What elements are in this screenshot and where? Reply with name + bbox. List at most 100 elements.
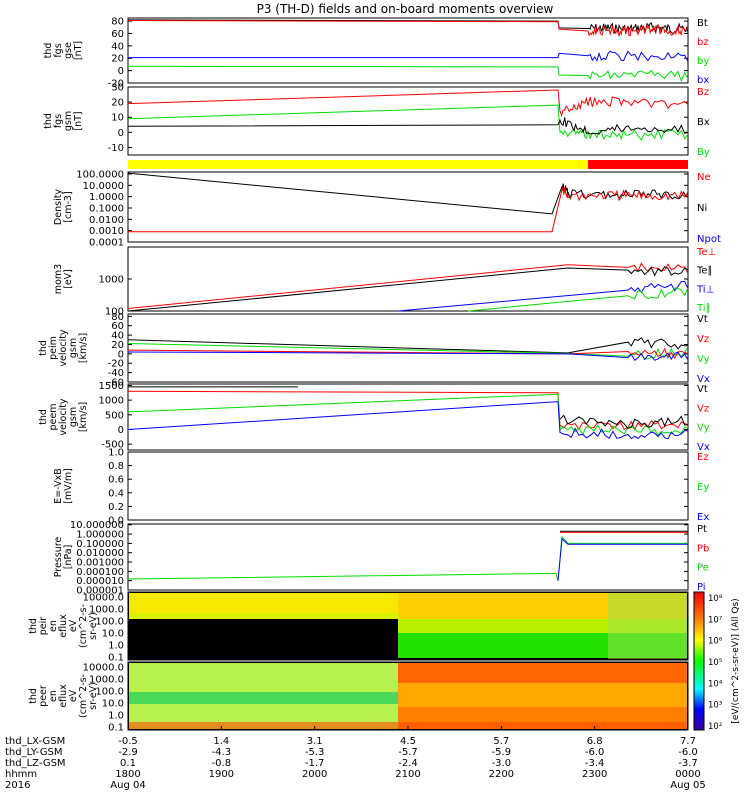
colorbar-tick-label: 10³ [708,701,722,711]
colorbar-tick-label: 10⁵ [708,658,722,668]
y-axis-label: Pressure [53,537,64,578]
panel-3 [128,160,688,169]
series-line-blue [128,50,689,63]
y-tick-label: 20 [111,54,124,65]
y-tick-label: 0.100000 [76,539,124,550]
y-tick-label: 1000.0 [89,605,124,616]
y-axis-label: [nT] [73,41,84,60]
y-tick-label: -500 [101,440,124,451]
y-tick-label: 1.000000 [76,530,124,541]
series-line-blue [127,351,689,362]
y-tick-label: 80 [111,17,124,28]
y-axis-label: eflux [58,684,69,708]
x-row-value: 0.1 [120,758,136,769]
legend-Ez: Ez [697,452,709,463]
y-axis-label: gse [63,42,74,59]
y-tick-label: 10.0000 [83,181,124,192]
y-axis-label: peem [48,404,59,431]
series-line-red [127,390,689,431]
series-line-black [127,117,689,135]
y-axis-label: E=-VxB [53,468,64,503]
y-tick-label: 0.000001 [76,586,124,597]
y-axis-label: thd [38,409,49,425]
y-axis-label: [km/s] [78,402,89,432]
panel-frame [127,523,689,591]
y-axis-label: peim [48,336,59,360]
x-row-value: 5.7 [493,736,509,747]
legend-Vt: Vt [697,384,708,395]
x-end-date: Aug 05 [670,780,705,791]
y-tick-label: 1000.0 [89,675,124,686]
y-axis-label: eV [68,689,79,702]
y-tick-label: 60 [111,321,124,332]
series-line-red [127,20,689,38]
y-axis-label: Density [53,189,64,225]
y-axis-label: (cm^2-s- [78,674,89,718]
spectrogram-band [129,593,398,613]
legend-Vy: Vy [697,354,710,365]
legend-Te∥: Te∥ [696,266,713,277]
y-tick-label: -20 [108,79,124,90]
series-line-black [127,266,689,312]
legend-Te⊥: Te⊥ [696,247,716,258]
legend-Npot: Npot [697,234,721,245]
x-row-value: 1900 [209,769,234,780]
y-tick-label: 1500 [99,381,124,392]
panel-frame [127,451,689,521]
y-tick-label: 1000 [99,396,124,407]
y-tick-label: 100 [105,307,124,318]
series-line-black [559,414,689,429]
x-year: 2016 [5,780,30,791]
x-row-value: 7.7 [680,736,696,747]
colorbar-scale [693,591,705,731]
legend-bx: bx [697,75,709,86]
colorbar-tick-label: 10² [708,722,722,732]
x-row-value: -5.9 [492,747,512,758]
y-axis-label: gsm [63,111,74,131]
x-row-label: hhmm [5,769,37,780]
y-axis-label: sr-eV) [88,612,99,640]
legend-Vz: Vz [697,334,709,345]
colorbar-tick-label: 10⁴ [708,679,723,689]
x-row-value: -3.7 [678,758,698,769]
x-row-value: 2100 [395,769,420,780]
colorbar-tick-label: 10⁶ [708,637,723,647]
series-line-blue [397,280,689,312]
series-line-green [127,393,689,437]
y-axis-label: en [48,620,59,632]
x-row-label: thd_LY-GSM [5,747,62,758]
y-tick-label: 0.010000 [76,548,124,559]
y-tick-label: 10 [111,113,124,124]
y-axis-label: (cm^2-s- [78,604,89,648]
legend-Pe: Pe [697,563,709,574]
legend-Pt: Pt [697,524,707,535]
x-row-value: 1800 [115,769,140,780]
y-tick-label: 0.000010 [76,576,124,587]
spectrogram-band [129,722,687,729]
y-tick-label: 10000.0 [83,593,124,604]
x-row-value: -2.9 [118,747,138,758]
legend-Vz: Vz [697,403,709,414]
legend-Vt: Vt [697,314,708,325]
panel-frame [127,86,689,156]
legend-Bt: Bt [697,18,708,29]
panel-5: mom3 [eV] 1000 100 Te⊥ Te∥ Ti⊥ Ti∥ [53,246,716,318]
panel-11: thd peer en eflux eV (cm^2-s-sr-eV)10000.0100… [28,661,689,734]
x-row-value: -5.7 [398,747,418,758]
y-tick-label: 80 [111,312,124,323]
panel-frame [127,246,689,312]
y-tick-label: 0.8 [108,461,124,472]
plot-title: P3 (TH-D) fields and on-board moments ov… [257,2,554,16]
panel-4: Density [cm-3]100.000010.00001.00000.1000… [53,169,721,248]
legend-Ne: Ne [697,172,711,183]
y-axis-label: fgs [53,114,64,128]
y-axis-label: eV [68,619,79,632]
y-tick-label: 0.1 [108,653,124,664]
y-tick-label: 10000.0 [83,663,124,674]
legend-Ey: Ey [697,482,709,493]
x-row-value: -3.0 [492,758,512,769]
legend-Ni: Ni [697,203,707,214]
y-axis-label: [nPa] [63,545,74,570]
